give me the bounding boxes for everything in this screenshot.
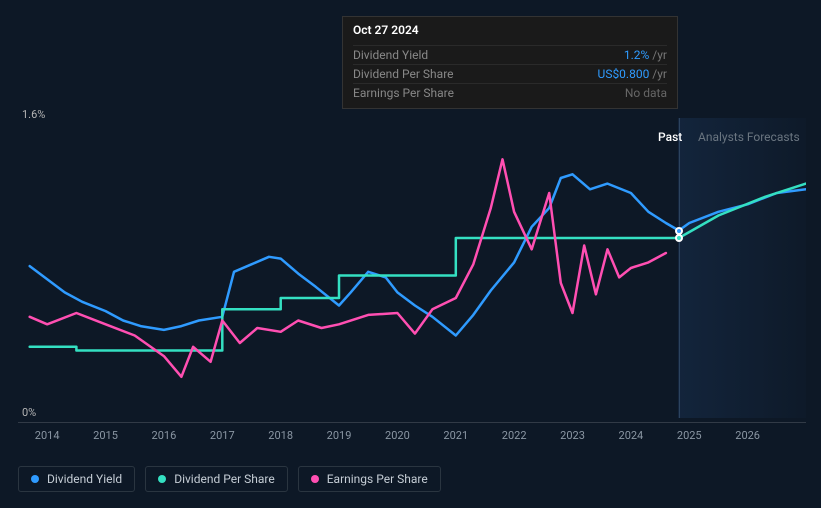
x-tick: 2019	[327, 429, 352, 442]
chart-area: 1.6% 0% Past Analysts Forecasts 20142015…	[18, 104, 806, 444]
tooltip-row-value: 1.2% /yr	[624, 48, 667, 62]
series-marker	[675, 234, 683, 242]
x-tick: 2024	[619, 429, 644, 442]
legend-label: Dividend Per Share	[174, 472, 275, 486]
x-tick: 2023	[560, 429, 585, 442]
tooltip-date: Oct 27 2024	[353, 23, 667, 41]
legend-item[interactable]: Earnings Per Share	[298, 466, 441, 492]
x-tick: 2026	[735, 429, 760, 442]
legend-label: Dividend Yield	[47, 472, 122, 486]
legend-dot-icon	[311, 475, 319, 483]
x-tick: 2016	[152, 429, 177, 442]
chart-lines	[18, 104, 806, 418]
x-tick: 2020	[385, 429, 410, 442]
legend: Dividend Yield Dividend Per Share Earnings…	[18, 466, 441, 492]
x-tick: 2022	[502, 429, 527, 442]
chart-tooltip: Oct 27 2024 Dividend Yield1.2% /yrDivide…	[342, 16, 678, 109]
x-tick: 2018	[268, 429, 293, 442]
x-tick: 2025	[677, 429, 702, 442]
tooltip-row: Earnings Per Share No data	[353, 83, 667, 102]
tooltip-row-value: No data	[625, 86, 667, 100]
tooltip-row-label: Dividend Yield	[353, 48, 428, 62]
legend-dot-icon	[158, 475, 166, 483]
x-tick: 2015	[93, 429, 118, 442]
legend-label: Earnings Per Share	[327, 472, 428, 486]
legend-dot-icon	[31, 475, 39, 483]
x-tick: 2017	[210, 429, 235, 442]
tooltip-row-label: Dividend Per Share	[353, 67, 454, 81]
x-axis: 2014 2015 2016 2017 2018 2019 2020 2021 2022 2023…	[18, 422, 806, 442]
legend-item[interactable]: Dividend Yield	[18, 466, 135, 492]
x-tick: 2014	[35, 429, 60, 442]
legend-item[interactable]: Dividend Per Share	[145, 466, 288, 492]
tooltip-row-value: US$0.800 /yr	[598, 67, 667, 81]
x-tick: 2021	[443, 429, 468, 442]
tooltip-row: Dividend Per Share US$0.800 /yr	[353, 64, 667, 83]
tooltip-row: Dividend Yield 1.2% /yr	[353, 45, 667, 64]
tooltip-row-label: Earnings Per Share	[353, 86, 454, 100]
